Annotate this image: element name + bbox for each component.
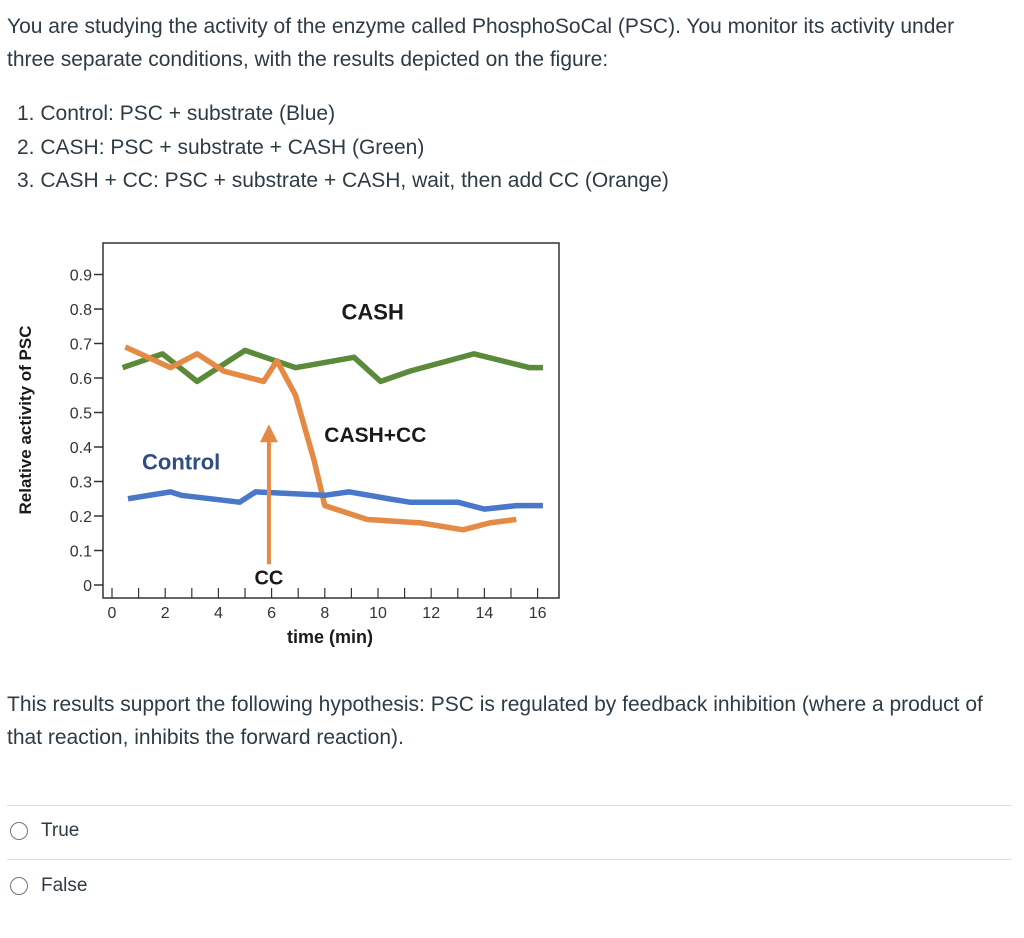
y-tick-label: 0.6 (70, 371, 92, 388)
x-tick-label: 6 (267, 605, 276, 622)
condition-control: 1. Control: PSC + substrate (Blue) (17, 102, 336, 125)
y-axis-label: Relative activity of PSC (16, 326, 35, 515)
series-label-cash-cc: CASH+CC (324, 424, 426, 447)
radio-true[interactable] (10, 822, 28, 840)
activity-chart-svg: 0 0.1 0.2 0.3 0.4 0.5 0.6 0.7 0.8 0.9 0 2 4 6 8 10 12 14… (16, 242, 560, 647)
hypothesis-statement: This results support the following hypot… (7, 693, 983, 749)
x-tick-label: 12 (422, 605, 440, 622)
plot-frame (102, 242, 560, 599)
x-tick-label: 4 (214, 605, 223, 622)
y-tick-label: 0.9 (70, 268, 92, 285)
x-axis-label: time (min) (287, 627, 373, 647)
y-tick-label: 0 (83, 578, 92, 595)
question-intro: You are studying the activity of the enz… (7, 15, 955, 71)
activity-chart: 0 0.1 0.2 0.3 0.4 0.5 0.6 0.7 0.8 0.9 0 2 4 6 8 10 12 14… (0, 230, 600, 660)
y-tick-label: 0.7 (70, 337, 92, 354)
series-line-control (127, 489, 543, 512)
answer-option-true[interactable]: True (10, 820, 79, 842)
x-tick-label: 8 (320, 605, 329, 622)
x-tick-label: 14 (476, 605, 494, 622)
cc-annotation-label: CC (254, 567, 283, 589)
x-tick-label: 16 (529, 605, 547, 622)
y-tick-label: 0.2 (70, 509, 92, 526)
answer-label-false: False (41, 875, 88, 896)
x-tick-label: 2 (161, 605, 170, 622)
y-tick-label: 0.8 (70, 302, 92, 319)
cc-arrow-head (259, 424, 278, 443)
series-line-cash-cc (124, 344, 517, 533)
series-line-cash (121, 347, 543, 385)
condition-list: 1. Control: PSC + substrate (Blue) 2. CA… (17, 97, 669, 198)
answer-divider-middle (7, 859, 1012, 860)
condition-cash: 2. CASH: PSC + substrate + CASH (Green) (17, 135, 425, 159)
x-tick-label: 0 (108, 605, 117, 622)
radio-false[interactable] (10, 877, 28, 895)
condition-cash-cc: 3. CASH + CC: PSC + substrate + CASH, wa… (17, 169, 669, 192)
answer-label-true: True (41, 820, 80, 841)
y-tick-label: 0.3 (70, 475, 92, 492)
series-label-cash: CASH (342, 299, 404, 324)
y-tick-label: 0.1 (70, 544, 92, 561)
y-tick-label: 0.4 (70, 440, 92, 457)
x-tick-label: 10 (369, 605, 387, 622)
y-tick-label: 0.5 (70, 406, 92, 423)
answer-option-false[interactable]: False (10, 875, 87, 897)
series-label-control: Control (142, 449, 220, 474)
answer-divider-top (7, 805, 1012, 806)
